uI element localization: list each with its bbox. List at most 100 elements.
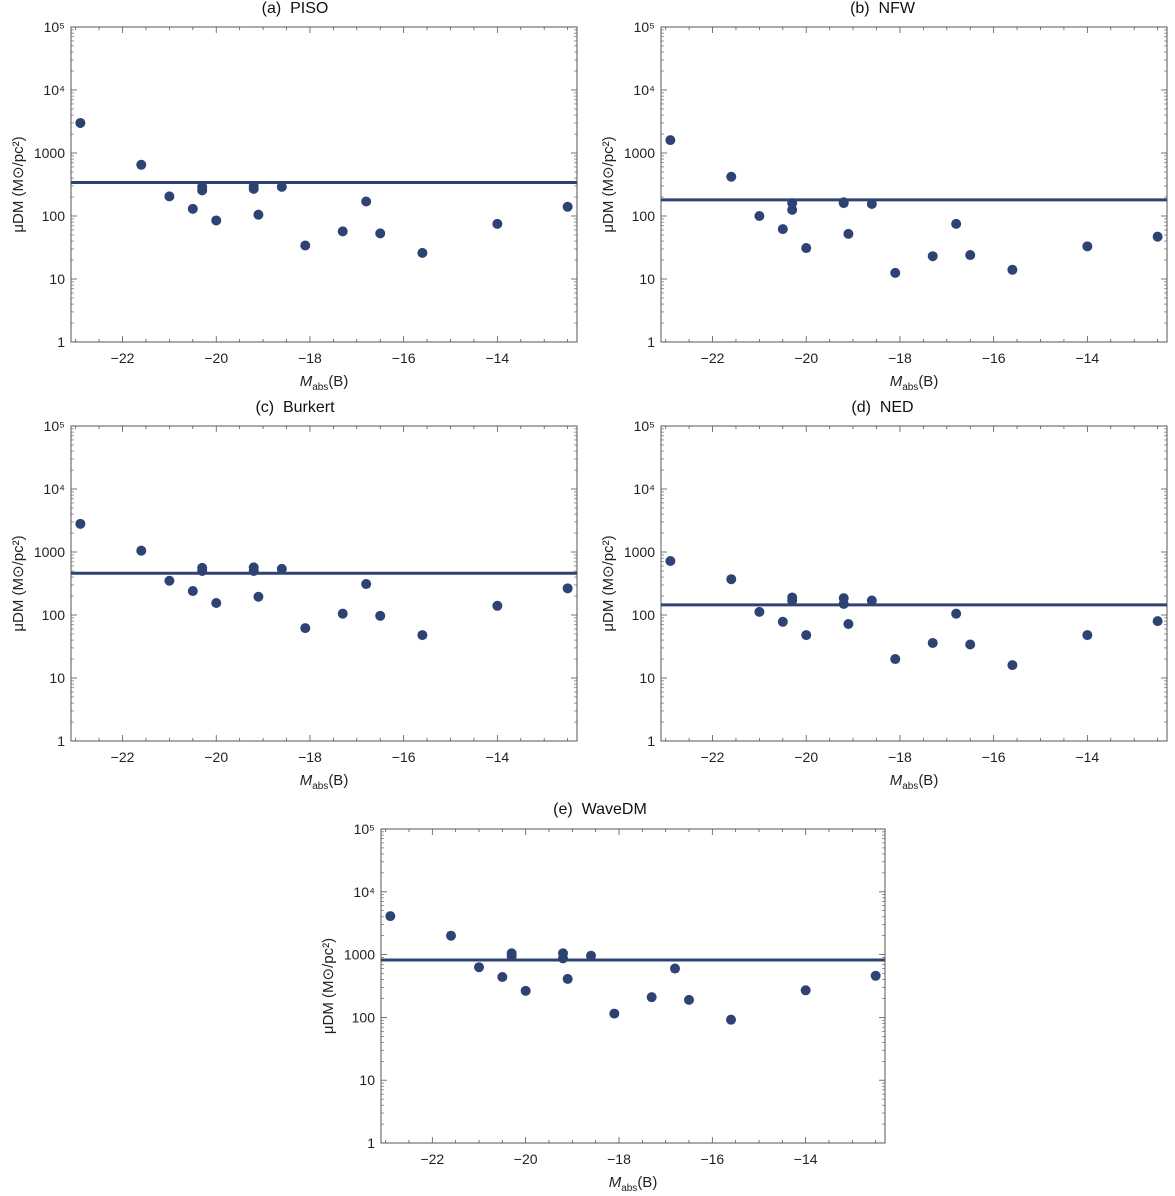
data-point — [800, 985, 811, 996]
y-tick-label: 100 — [42, 208, 66, 224]
data-point — [609, 1008, 620, 1019]
x-tick-label: −22 — [420, 1151, 444, 1167]
data-point — [375, 610, 386, 621]
x-tick-label: −20 — [204, 350, 228, 366]
data-point — [787, 204, 798, 215]
x-tick-label: −20 — [514, 1151, 538, 1167]
y-tick-label: 10⁴ — [633, 481, 655, 497]
data-point — [777, 224, 788, 235]
y-tick-label: 10 — [49, 271, 65, 287]
chart-title-d: (d) NED — [851, 399, 914, 416]
data-point — [75, 117, 86, 128]
y-tick-label: 10⁴ — [353, 884, 375, 900]
x-tick-label: −14 — [485, 749, 509, 765]
y-tick-label: 1 — [57, 334, 65, 350]
data-point — [361, 196, 372, 207]
x-axis-label: Mabs(B) — [300, 373, 349, 393]
data-point — [558, 953, 568, 964]
data-point — [965, 250, 976, 261]
x-tick-label: −14 — [794, 1151, 818, 1167]
data-point — [965, 639, 976, 650]
data-point — [361, 579, 372, 590]
plot-frame — [380, 828, 886, 1144]
x-tick-label: −16 — [982, 350, 1006, 366]
data-point — [870, 970, 881, 981]
data-point — [843, 618, 854, 629]
y-tick-label: 1000 — [344, 947, 375, 963]
data-point — [417, 247, 428, 258]
data-point — [1007, 660, 1018, 671]
chart-title-c: (c) Burkert — [255, 399, 335, 416]
x-tick-label: −20 — [794, 749, 818, 765]
x-tick-label: −20 — [794, 350, 818, 366]
plot-frame — [70, 26, 578, 343]
data-point — [506, 950, 517, 961]
data-point — [927, 637, 938, 648]
data-point — [1082, 630, 1093, 641]
data-point — [1152, 231, 1163, 242]
data-point — [838, 598, 849, 609]
data-point — [586, 950, 596, 961]
x-tick-label: −20 — [204, 749, 228, 765]
data-point — [417, 630, 428, 641]
data-point — [211, 215, 222, 226]
y-tick-label: 10⁴ — [633, 82, 655, 98]
x-tick-label: −22 — [111, 749, 135, 765]
data-point — [164, 191, 175, 202]
x-tick-label: −22 — [111, 350, 135, 366]
data-point — [253, 209, 264, 220]
data-point — [520, 985, 531, 996]
data-point — [843, 228, 854, 239]
y-tick-label: 10 — [359, 1072, 375, 1088]
data-point — [754, 211, 765, 221]
data-point — [927, 251, 938, 262]
data-point — [951, 608, 962, 619]
plot-svg-b: −22 −20 −18 −16 −14 1 10 100 1000 10⁴ 10⁵ μDM (M⊙/p… — [600, 19, 1168, 393]
x-tick-label: −16 — [982, 749, 1006, 765]
data-point — [890, 654, 901, 665]
data-point — [253, 591, 264, 602]
y-tick-label: 1000 — [624, 145, 655, 161]
data-point — [492, 218, 503, 229]
data-point — [385, 911, 396, 922]
y-tick-label: 1 — [367, 1135, 375, 1151]
data-point — [300, 623, 311, 634]
y-tick-label: 10 — [639, 670, 655, 686]
data-point — [197, 185, 208, 196]
y-tick-label: 1 — [647, 733, 655, 749]
x-tick-label: −16 — [392, 350, 416, 366]
data-point — [337, 608, 348, 619]
y-axis-label: μDM (M⊙/pc²) — [10, 535, 27, 631]
y-tick-label: 10⁴ — [43, 481, 65, 497]
data-point — [646, 992, 657, 1003]
y-tick-label: 1000 — [34, 145, 65, 161]
data-point — [890, 267, 901, 278]
data-point — [1007, 264, 1018, 275]
y-axis-label: μDM (M⊙/pc²) — [600, 136, 617, 232]
y-tick-label: 1000 — [624, 544, 655, 560]
data-point — [136, 159, 147, 170]
data-point — [75, 518, 86, 529]
y-tick-label: 1000 — [34, 544, 65, 560]
data-point — [562, 583, 573, 594]
data-point — [248, 565, 259, 576]
x-tick-label: −14 — [1075, 749, 1099, 765]
y-tick-label: 10 — [639, 271, 655, 287]
data-point — [665, 555, 676, 566]
chart-panel-a: (a) PISO −22 −20 −18 −16 −14 1 10 100 1000 10⁴ 10⁵… — [0, 0, 590, 393]
data-point — [801, 243, 812, 254]
chart-panel-b: (b) NFW −22 −20 −18 −16 −14 1 10 100 1000 10⁴ 10⁵ μ… — [590, 0, 1175, 393]
data-point — [951, 218, 962, 229]
data-point — [562, 201, 573, 212]
x-tick-label: −18 — [298, 749, 322, 765]
x-tick-label: −16 — [392, 749, 416, 765]
y-tick-label: 10⁵ — [44, 19, 65, 35]
chart-panel-d: (d) NED −22 −20 −18 −16 −14 1 10 100 1000 10⁴ 10⁵ μ… — [590, 399, 1175, 795]
data-point — [684, 994, 694, 1005]
x-tick-label: −16 — [700, 1151, 724, 1167]
data-point — [474, 962, 484, 973]
data-point — [197, 565, 208, 576]
chart-title-e: (e) WaveDM — [553, 801, 647, 818]
y-tick-label: 100 — [632, 607, 656, 623]
x-tick-label: −18 — [888, 350, 912, 366]
